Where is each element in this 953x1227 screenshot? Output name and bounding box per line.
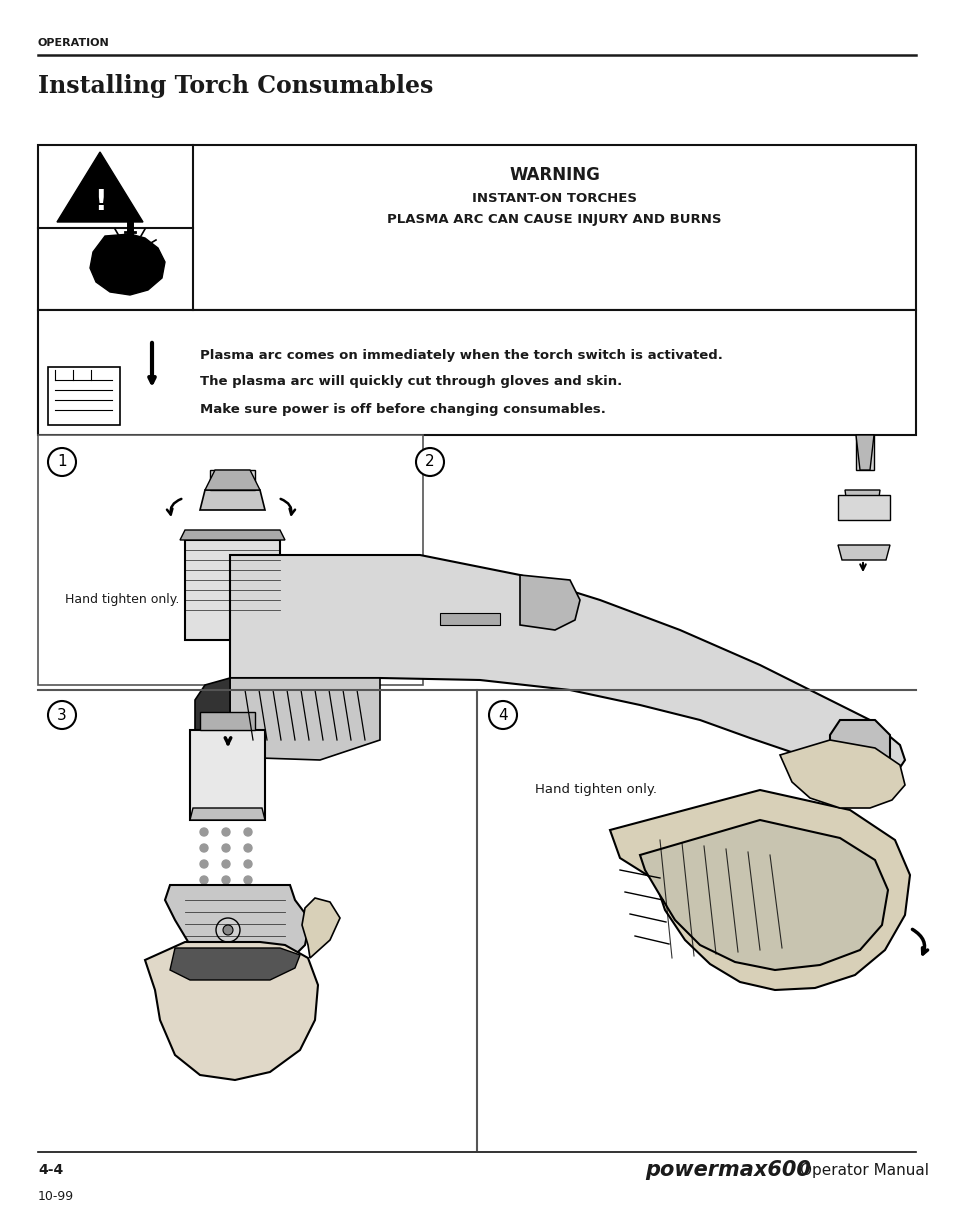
Polygon shape xyxy=(844,490,879,506)
Circle shape xyxy=(222,844,230,852)
Text: !: ! xyxy=(93,188,106,216)
Polygon shape xyxy=(90,234,165,294)
Circle shape xyxy=(244,844,252,852)
Circle shape xyxy=(222,828,230,836)
Circle shape xyxy=(222,876,230,883)
Bar xyxy=(837,494,889,520)
Polygon shape xyxy=(170,948,299,980)
Text: Hand tighten only.: Hand tighten only. xyxy=(65,594,179,606)
Polygon shape xyxy=(180,530,285,540)
Bar xyxy=(38,310,915,436)
Text: WARNING: WARNING xyxy=(509,166,599,184)
Polygon shape xyxy=(230,555,904,778)
Polygon shape xyxy=(200,490,265,510)
Polygon shape xyxy=(165,885,310,975)
Polygon shape xyxy=(190,809,265,820)
Polygon shape xyxy=(519,575,579,629)
Bar xyxy=(855,436,873,470)
Text: 3: 3 xyxy=(57,708,67,723)
Circle shape xyxy=(48,448,76,476)
Circle shape xyxy=(416,448,443,476)
Polygon shape xyxy=(855,436,873,470)
Text: PLASMA ARC CAN CAUSE INJURY AND BURNS: PLASMA ARC CAN CAUSE INJURY AND BURNS xyxy=(387,213,721,227)
Circle shape xyxy=(222,860,230,867)
Circle shape xyxy=(200,876,208,883)
Polygon shape xyxy=(145,942,317,1080)
Bar xyxy=(185,540,280,640)
Bar xyxy=(38,145,915,310)
Bar xyxy=(38,436,422,685)
Text: Make sure power is off before changing consumables.: Make sure power is off before changing c… xyxy=(200,402,605,416)
Text: 2: 2 xyxy=(425,454,435,470)
Polygon shape xyxy=(194,679,230,750)
Bar xyxy=(210,470,254,490)
Text: powermax600: powermax600 xyxy=(644,1160,810,1180)
Circle shape xyxy=(244,876,252,883)
Circle shape xyxy=(200,844,208,852)
Circle shape xyxy=(244,860,252,867)
Text: INSTANT-ON TORCHES: INSTANT-ON TORCHES xyxy=(472,191,637,205)
Text: Installing Torch Consumables: Installing Torch Consumables xyxy=(38,74,433,98)
Polygon shape xyxy=(639,820,887,971)
Circle shape xyxy=(215,918,240,942)
Circle shape xyxy=(200,828,208,836)
Circle shape xyxy=(223,925,233,935)
Polygon shape xyxy=(205,470,260,490)
Text: Plasma arc comes on immediately when the torch switch is activated.: Plasma arc comes on immediately when the… xyxy=(200,348,722,362)
Text: 4: 4 xyxy=(497,708,507,723)
Circle shape xyxy=(48,701,76,729)
Text: 1: 1 xyxy=(57,454,67,470)
Circle shape xyxy=(200,860,208,867)
Bar xyxy=(200,712,254,730)
Bar xyxy=(439,614,499,625)
Circle shape xyxy=(489,701,517,729)
Bar xyxy=(190,730,265,820)
Bar xyxy=(48,367,120,425)
Polygon shape xyxy=(57,152,143,222)
Text: The plasma arc will quickly cut through gloves and skin.: The plasma arc will quickly cut through … xyxy=(200,375,621,389)
Polygon shape xyxy=(780,740,904,809)
Polygon shape xyxy=(829,720,889,775)
Polygon shape xyxy=(230,679,379,760)
Text: 4-4: 4-4 xyxy=(38,1163,63,1177)
Text: OPERATION: OPERATION xyxy=(38,38,110,48)
Polygon shape xyxy=(837,545,889,560)
Text: Hand tighten only.: Hand tighten only. xyxy=(535,784,657,796)
Text: 10-99: 10-99 xyxy=(38,1189,74,1202)
Text: Operator Manual: Operator Manual xyxy=(800,1162,928,1178)
Polygon shape xyxy=(609,790,909,990)
Circle shape xyxy=(244,828,252,836)
Polygon shape xyxy=(302,898,339,958)
